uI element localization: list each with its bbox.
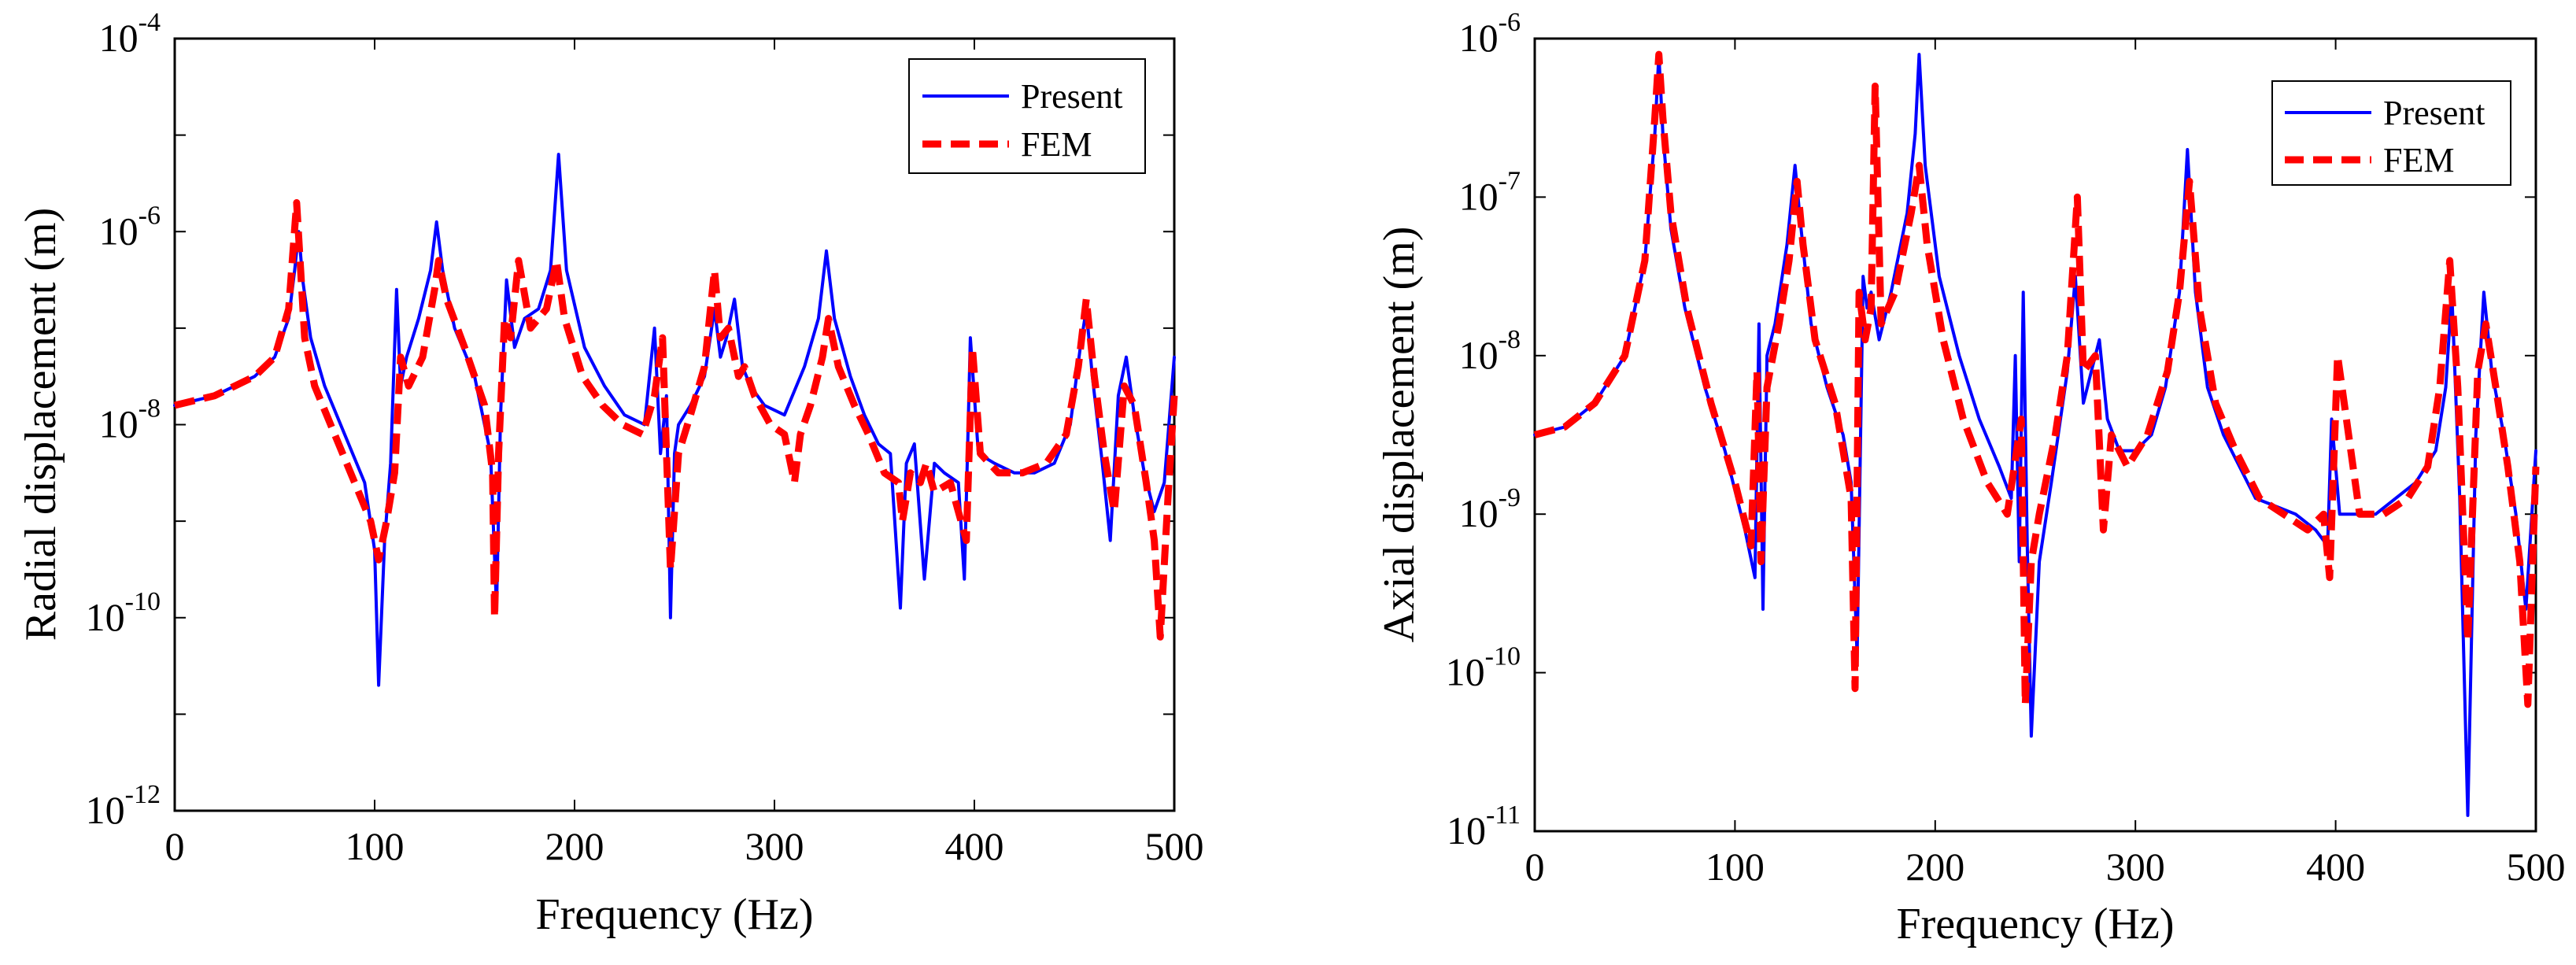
x-tick-label: 300 <box>2106 845 2165 889</box>
legend: Present FEM <box>908 58 1146 174</box>
y-tick-label: 10-12 <box>86 780 161 832</box>
x-axis-label: Frequency (Hz) <box>536 890 814 939</box>
y-tick-label: 10-8 <box>99 394 161 446</box>
x-tick-label: 100 <box>1706 845 1765 889</box>
series-lines <box>1533 50 2540 817</box>
series-fem-line <box>173 199 1178 641</box>
x-tick-label: 300 <box>745 824 804 868</box>
y-tick-label: 10-6 <box>99 201 161 253</box>
y-tick-label: 10-6 <box>1459 8 1521 60</box>
x-ticks: 0 100 200 300 400 500 <box>165 39 1204 868</box>
x-tick-label: 400 <box>945 824 1004 868</box>
x-tick-label: 100 <box>346 824 405 868</box>
series-fem-line <box>1533 50 2540 708</box>
y-tick-label: 10-10 <box>86 587 161 639</box>
x-tick-label: 500 <box>1145 824 1204 868</box>
y-axis-label: Radial displacement (m) <box>17 208 65 641</box>
y-tick-label: 10-4 <box>99 8 161 60</box>
x-tick-label: 0 <box>1525 845 1545 889</box>
x-tick-label: 0 <box>165 824 185 868</box>
legend-present-label: Present <box>1021 77 1123 116</box>
x-tick-label: 200 <box>545 824 604 868</box>
series-present-line <box>173 153 1176 687</box>
y-tick-label: 10-9 <box>1459 483 1521 535</box>
legend-present-label: Present <box>2383 94 2485 132</box>
legend: Present FEM <box>2271 80 2511 186</box>
y-axis-label: Axial displacement (m) <box>1375 227 1424 643</box>
x-tick-label: 400 <box>2306 845 2365 889</box>
y-ticks: 10-12 10-10 10-8 10-6 10-4 <box>86 8 1174 832</box>
series-lines <box>173 153 1178 687</box>
y-tick-label: 10-10 <box>1446 642 1521 694</box>
legend-fem-label: FEM <box>2383 141 2454 179</box>
x-tick-label: 500 <box>2507 845 2566 889</box>
y-tick-label: 10-11 <box>1447 800 1521 852</box>
axial-displacement-chart: 0 100 200 300 400 500 10-1110-1010-910-810-71… <box>1375 8 2566 948</box>
legend-fem-label: FEM <box>1021 125 1092 164</box>
y-ticks: 10-11 10-10 10-9 10-8 10-7 10-6 <box>1446 8 2536 852</box>
y-tick-label: 10-7 <box>1459 166 1521 218</box>
x-tick-label: 200 <box>1905 845 1964 889</box>
legend-box <box>908 58 1146 174</box>
x-axis-label: Frequency (Hz) <box>1897 900 2175 948</box>
y-tick-label: 10-8 <box>1459 325 1521 377</box>
radial-displacement-chart: 0 100 200 300 400 500 10-1210-1010-810-610-4 … <box>17 8 1204 939</box>
x-ticks: 0 100 200 300 400 500 <box>1525 39 2566 889</box>
legend-box <box>2271 80 2511 186</box>
